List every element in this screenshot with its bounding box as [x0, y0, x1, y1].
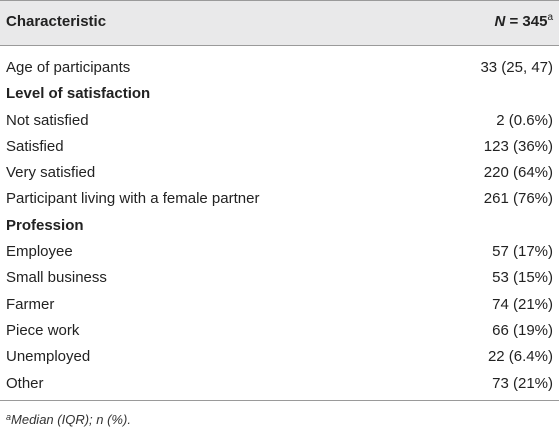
- table-body: Age of participants 33 (25, 47) Level of s…: [0, 55, 559, 397]
- row-label: Employee: [6, 243, 73, 261]
- row-value: 2 (0.6%): [496, 111, 553, 129]
- row-label: Participant living with a female partner: [6, 190, 260, 208]
- section-row: Profession: [0, 213, 559, 239]
- header-n-value: = 345: [505, 13, 548, 30]
- table-row: Small business 53 (15%): [0, 265, 559, 291]
- row-value: 123 (36%): [483, 137, 553, 155]
- table-row: Unemployed 22 (6.4%): [0, 344, 559, 370]
- row-label: Other: [6, 374, 44, 392]
- table-row: Farmer 74 (21%): [0, 292, 559, 318]
- row-label: Unemployed: [6, 348, 91, 366]
- row-value: 22 (6.4%): [487, 348, 553, 366]
- table-row: Age of participants 33 (25, 47): [0, 55, 559, 81]
- row-value: 57 (17%): [492, 243, 553, 261]
- row-value: 73 (21%): [492, 374, 553, 392]
- table-row: Other 73 (21%): [0, 371, 559, 397]
- table-footnote: aMedian (IQR); n (%).: [6, 411, 131, 429]
- table-row: Piece work 66 (19%): [0, 318, 559, 344]
- header-n-symbol: N: [494, 13, 506, 30]
- row-value: 33 (25, 47): [480, 59, 553, 76]
- row-label: Piece work: [6, 321, 80, 339]
- table-row: Employee 57 (17%): [0, 239, 559, 265]
- row-label: Very satisfied: [6, 164, 96, 182]
- table-row: Satisfied 123 (36%): [0, 134, 559, 160]
- table-row: Very satisfied 220 (64%): [0, 160, 559, 186]
- row-label: Farmer: [6, 295, 55, 313]
- header-characteristic: Characteristic: [6, 13, 107, 30]
- footnote-marker: a: [6, 412, 12, 422]
- footnote-text: Median (IQR); n (%).: [11, 412, 131, 427]
- section-row: Level of satisfaction: [0, 81, 559, 107]
- table-row: Not satisfied 2 (0.6%): [0, 108, 559, 134]
- header-n-superscript: a: [547, 12, 553, 23]
- table-bottom-rule: [0, 400, 559, 401]
- row-value: 220 (64%): [483, 164, 553, 182]
- table-row: Participant living with a female partner…: [0, 186, 559, 212]
- row-value: 261 (76%): [483, 190, 553, 208]
- row-value: 66 (19%): [492, 321, 553, 339]
- row-label: Not satisfied: [6, 111, 89, 129]
- row-value: 74 (21%): [492, 295, 553, 313]
- table-header: Characteristic N = 345a: [0, 0, 559, 46]
- section-label: Profession: [6, 216, 84, 234]
- row-label: Small business: [6, 269, 107, 287]
- section-label: Level of satisfaction: [6, 85, 151, 103]
- header-n-total: N = 345a: [494, 12, 553, 32]
- row-value: 53 (15%): [492, 269, 553, 287]
- row-label: Satisfied: [6, 137, 64, 155]
- row-label: Age of participants: [6, 59, 131, 76]
